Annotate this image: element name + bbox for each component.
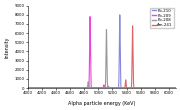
- Po-208: [64, 87, 66, 89]
- Po-210: [122, 87, 124, 89]
- Po-210: [133, 87, 135, 89]
- Po-209: [116, 87, 118, 89]
- Am-241: [122, 87, 124, 89]
- Line: Am-241: Am-241: [28, 26, 176, 88]
- Po-209: [165, 87, 167, 89]
- Am-241: [133, 87, 135, 88]
- Am-241: [27, 87, 29, 89]
- Po-209: [133, 87, 135, 89]
- Po-208: [97, 87, 99, 89]
- Po-209: [89, 16, 91, 17]
- Y-axis label: Intensity: Intensity: [4, 36, 9, 58]
- Am-241: [175, 87, 177, 89]
- Po-208: [105, 29, 107, 30]
- Po-210: [119, 14, 121, 16]
- Am-241: [116, 87, 118, 89]
- Am-241: [165, 87, 167, 89]
- Po-210: [116, 87, 118, 89]
- Po-209: [64, 87, 66, 89]
- Po-210: [64, 87, 66, 89]
- Po-208: [116, 87, 118, 89]
- Po-208: [133, 87, 135, 89]
- Line: Po-209: Po-209: [28, 17, 176, 88]
- Line: Po-210: Po-210: [28, 15, 176, 88]
- Po-208: [27, 87, 29, 89]
- Po-210: [175, 87, 177, 89]
- Po-209: [122, 87, 124, 89]
- Po-208: [175, 87, 177, 89]
- Line: Po-208: Po-208: [28, 29, 176, 88]
- Po-210: [27, 87, 29, 89]
- Am-241: [132, 25, 134, 27]
- Po-209: [97, 87, 99, 89]
- X-axis label: Alpha particle energy (KeV): Alpha particle energy (KeV): [68, 101, 136, 106]
- Po-208: [122, 87, 124, 89]
- Po-208: [165, 87, 167, 89]
- Po-209: [175, 87, 177, 89]
- Am-241: [97, 87, 99, 89]
- Am-241: [64, 87, 66, 89]
- Po-210: [165, 87, 167, 89]
- Po-209: [27, 87, 29, 89]
- Po-210: [97, 87, 99, 89]
- Legend: Po-210, Po-209, Po-208, Am-241: Po-210, Po-209, Po-208, Am-241: [150, 8, 174, 28]
